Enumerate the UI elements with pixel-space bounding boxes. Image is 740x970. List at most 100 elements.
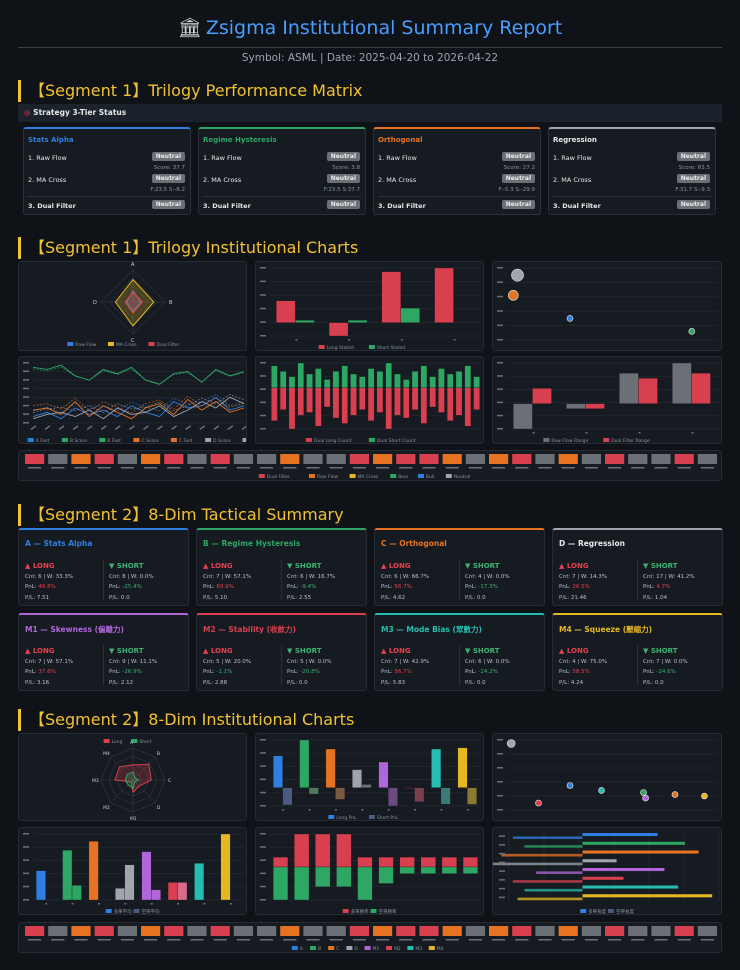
long-label: LONG xyxy=(32,647,55,655)
legend-swatch xyxy=(170,438,177,442)
short-count: Cnt: 6 | W: 0.0% xyxy=(465,658,510,665)
x-tick-label xyxy=(30,425,37,430)
pnl-value: 58.5% xyxy=(572,669,590,675)
short-count: Cnt: 6 | W: 16.7% xyxy=(287,573,336,580)
x-tick-label xyxy=(97,467,111,469)
heatmap-cell xyxy=(581,926,601,936)
long-pnl: PnL: 37.6% xyxy=(25,667,73,678)
x-tick-label xyxy=(28,467,42,469)
bar xyxy=(378,866,394,884)
x-tick-label xyxy=(167,467,181,469)
x-tick-label xyxy=(492,467,506,469)
pnl-label: PnL: xyxy=(203,584,217,590)
x-tick-label xyxy=(203,903,206,905)
s2-radar-panel: Long Short A B C D M1 M2 M3 M4 xyxy=(18,733,247,821)
y-tick-label xyxy=(23,833,29,835)
long-pnl: PnL: 69.9% xyxy=(203,582,251,593)
legend-swatch xyxy=(349,474,356,478)
bar xyxy=(441,866,457,874)
radar-spoke xyxy=(110,779,134,803)
legend-swatch xyxy=(364,946,371,950)
card-divider xyxy=(637,645,638,685)
legend-label: Dual Filter xyxy=(157,342,180,348)
short-direction: ▼ SHORT xyxy=(465,561,510,572)
status-badge: Neutral xyxy=(501,152,535,161)
legend-label: D Score xyxy=(213,438,231,443)
x-tick-label xyxy=(306,939,320,941)
scatter-point xyxy=(598,787,605,794)
long-direction: ▲ LONG xyxy=(559,561,607,572)
strategy-row: 1. Raw Flow Neutral xyxy=(203,152,360,162)
short-count: Cnt: 8 | W: 0.0% xyxy=(109,573,154,580)
y-tick-label xyxy=(497,362,503,364)
bar xyxy=(582,850,699,854)
bar xyxy=(124,864,135,901)
bar xyxy=(315,387,322,427)
radar-axis-label: M3 xyxy=(92,778,99,784)
bar xyxy=(429,387,436,408)
bar xyxy=(501,853,583,857)
bar xyxy=(332,387,340,419)
pnl-value: 4.7% xyxy=(656,584,671,590)
y-tick-label xyxy=(23,413,29,415)
legend-label: Short xyxy=(139,739,151,745)
status-badge: Neutral xyxy=(326,174,360,183)
y-tick-label xyxy=(23,362,29,364)
radar-series xyxy=(124,291,144,315)
x-tick-label xyxy=(585,432,588,434)
bar xyxy=(357,856,373,868)
long-direction: ▲ LONG xyxy=(381,561,429,572)
heatmap-cell xyxy=(535,454,555,464)
y-tick-label xyxy=(497,795,503,797)
bar xyxy=(299,739,310,788)
s1-float-panel: Raw Flow Range Dual Filter Range xyxy=(492,356,722,444)
y-tick-label xyxy=(23,899,29,901)
legend-swatch xyxy=(407,946,414,950)
short-column: ▼ SHORT Cnt: 6 | W: 0.0% PnL: -24.2% P/L: 0… xyxy=(465,646,510,688)
y-tick-label xyxy=(499,870,505,872)
legend-swatch xyxy=(310,946,316,950)
x-tick-label xyxy=(468,467,482,469)
legend-label: 空單平均 xyxy=(142,908,160,914)
bar xyxy=(438,387,445,413)
bar xyxy=(288,387,296,430)
heatmap-cell xyxy=(48,926,68,936)
s1-bubble-panel xyxy=(492,261,722,351)
legend-label: 空單長度 xyxy=(616,908,634,914)
pnl-value: -20.8% xyxy=(300,669,320,675)
bar xyxy=(315,833,331,868)
bar xyxy=(455,387,463,416)
heatmap-cell xyxy=(465,926,485,936)
legend-swatch xyxy=(428,946,435,950)
x-tick-label xyxy=(44,425,51,430)
s2-bar-panel: Long PnL Short PnL xyxy=(255,733,484,821)
radar-axis-label: B xyxy=(169,300,173,306)
tactical-card-title: M2 — Stability (收斂力) xyxy=(203,625,296,634)
short-direction: ▼ SHORT xyxy=(109,561,154,572)
card-divider xyxy=(637,560,638,600)
y-tick-label xyxy=(499,844,505,846)
x-tick-label xyxy=(654,939,668,941)
bar xyxy=(447,373,454,388)
triangle-up-icon: ▲ xyxy=(381,647,389,655)
triangle-down-icon: ▼ xyxy=(465,562,473,570)
bar xyxy=(308,787,319,795)
bar xyxy=(341,365,348,388)
x-tick-label xyxy=(400,339,403,341)
radar-series xyxy=(114,763,152,794)
bar xyxy=(352,769,362,788)
y-tick-label xyxy=(497,739,503,741)
card-divider xyxy=(459,645,460,685)
card-divider xyxy=(203,196,361,197)
heatmap-cell xyxy=(628,926,648,936)
x-tick-label xyxy=(654,467,668,469)
short-label: SHORT xyxy=(650,562,678,570)
legend-swatch xyxy=(543,438,550,442)
bar xyxy=(115,888,125,901)
legend-label: Bull xyxy=(426,474,434,480)
heatmap-cell xyxy=(489,454,509,464)
y-tick-label xyxy=(499,835,505,837)
y-tick-label xyxy=(23,885,29,888)
x-tick-label xyxy=(677,939,691,941)
pnl-label: PnL: xyxy=(287,669,301,675)
